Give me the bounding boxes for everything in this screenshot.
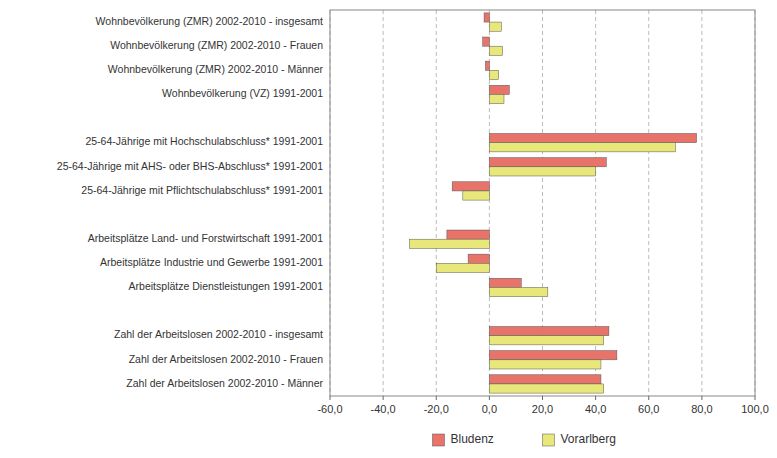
category-label: 25-64-Jährige mit AHS- oder BHS-Abschlus… [57,160,323,172]
tick-mark [755,396,756,400]
legend: Bludenz Vorarlberg [433,432,616,446]
grid-line [648,10,649,396]
category-label: 25-64-Jährige mit Pflichtschulabschluss*… [81,184,323,196]
legend-label: Bludenz [451,432,494,446]
bar [489,360,601,369]
legend-label: Vorarlberg [561,432,616,446]
bar [489,351,617,360]
bar [452,182,489,191]
category-label: Wohnbevölkerung (ZMR) 2002-2010 - insges… [96,15,323,27]
bar [489,70,498,79]
category-label: Zahl der Arbeitslosen 2002-2010 - Männer [126,377,323,389]
bar [489,278,521,287]
tick-mark [701,396,702,400]
bar [468,254,489,263]
tick-mark [383,396,384,400]
category-label: Wohnbevölkerung (ZMR) 2002-2010 - Frauen [110,39,323,51]
category-label: Arbeitsplätze Land- und Forstwirtschaft … [88,232,323,244]
category-label: Wohnbevölkerung (ZMR) 2002-2010 - Männer [108,63,324,75]
tick-label: 0,0 [482,403,497,415]
bar [447,230,490,239]
legend-swatch [433,434,445,446]
category-label: Wohnbevölkerung (VZ) 1991-2001 [162,87,323,99]
y-axis: Wohnbevölkerung (ZMR) 2002-2010 - insges… [57,15,324,389]
tick-label: -20,0 [424,403,449,415]
bar [489,375,601,384]
bar [436,263,489,272]
category-label: Zahl der Arbeitslosen 2002-2010 - insges… [114,328,323,340]
plot-frame [330,10,755,396]
tick-mark [542,396,543,400]
tick-mark [436,396,437,400]
bar [463,191,490,200]
chart: -60,0 -40,0 -20,0 0,0 20,0 40,0 60,0 80,0 100,0 W… [0,0,777,458]
category-label: 25-64-Jährige mit Hochschulabschluss* 19… [85,135,323,147]
bar [489,46,502,55]
tick-label: 40,0 [585,403,606,415]
grid [330,10,755,396]
tick-mark [595,396,596,400]
legend-swatch [543,434,555,446]
category-label: Arbeitsplätze Dienstleistungen 1991-2001 [129,280,324,292]
bar [483,37,490,46]
category-label: Zahl der Arbeitslosen 2002-2010 - Frauen [129,353,324,365]
bar [489,336,603,345]
grid-line [701,10,702,396]
bar [489,327,609,336]
tick-mark [489,396,490,400]
grid-line [436,10,437,396]
bar [489,22,501,31]
bar [485,61,489,70]
bar [489,94,504,103]
bar [484,13,489,22]
tick-label: -40,0 [371,403,396,415]
tick-label: 20,0 [532,403,553,415]
tick-label: 60,0 [638,403,659,415]
x-axis: -60,0 -40,0 -20,0 0,0 20,0 40,0 60,0 80,0 100,0 [317,396,768,415]
bar [489,143,675,152]
bar [489,384,603,393]
bar [410,239,490,248]
bars [410,13,697,393]
category-label: Arbeitsplätze Industrie und Gewerbe 1991… [100,256,323,268]
grid-line [383,10,384,396]
bar [489,158,606,167]
tick-label: 80,0 [691,403,712,415]
bar [489,134,696,143]
tick-label: 100,0 [741,403,769,415]
bar [489,287,547,296]
tick-mark [648,396,649,400]
bar [489,85,509,94]
bar [489,167,595,176]
tick-mark [330,396,331,400]
tick-label: -60,0 [317,403,342,415]
